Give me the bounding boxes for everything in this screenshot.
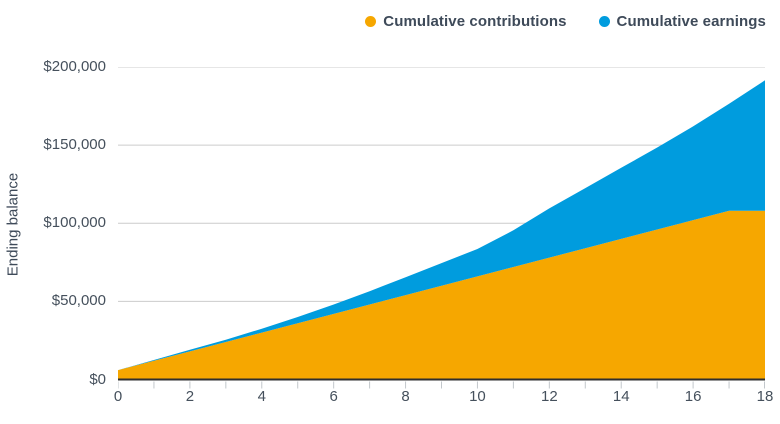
x-tick-label: 18 xyxy=(756,388,774,405)
legend-item-earnings: Cumulative earnings xyxy=(598,13,766,30)
x-tick-label: 12 xyxy=(540,388,558,405)
area-cumulative-contributions xyxy=(118,210,765,380)
chart-legend: Cumulative contributions Cumulative earn… xyxy=(365,13,766,30)
x-tick-label: 6 xyxy=(329,388,338,405)
legend-label-contributions: Cumulative contributions xyxy=(383,13,567,30)
y-tick-label: $150,000 xyxy=(43,136,106,154)
earnings-dot-icon xyxy=(598,16,610,27)
x-tick-label: 2 xyxy=(185,388,195,405)
x-tick-label: 4 xyxy=(257,388,266,405)
y-tick-label: $50,000 xyxy=(51,292,106,310)
area-cumulative-earnings xyxy=(118,80,765,371)
legend-item-contributions: Cumulative contributions xyxy=(365,13,566,30)
y-tick-label: $0 xyxy=(89,370,106,388)
x-tick-label: 10 xyxy=(469,388,486,405)
x-tick-label: 14 xyxy=(612,388,630,405)
x-tick-label: 16 xyxy=(684,388,702,405)
y-tick-label: $200,000 xyxy=(43,58,106,75)
x-tick-label: 0 xyxy=(113,388,123,405)
contributions-dot-icon xyxy=(365,16,377,27)
x-tick-label: 8 xyxy=(401,388,410,405)
plot-area xyxy=(118,67,765,389)
legend-label-earnings: Cumulative earnings xyxy=(616,13,766,30)
y-tick-label: $100,000 xyxy=(43,214,106,232)
